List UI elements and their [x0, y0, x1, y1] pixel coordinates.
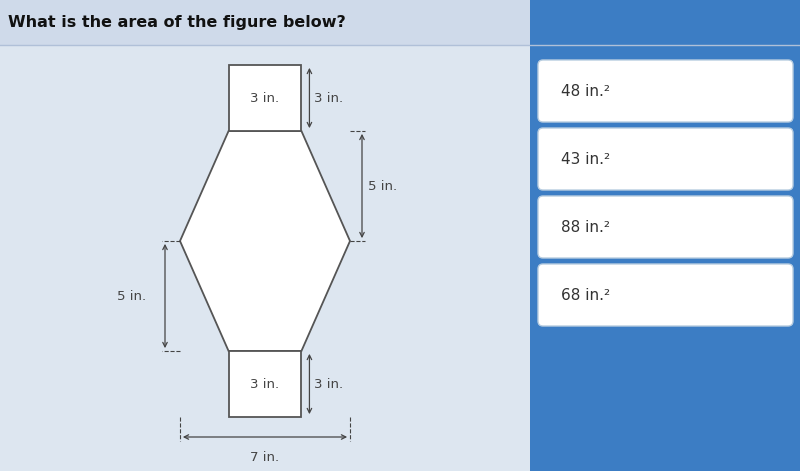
Text: 7 in.: 7 in.: [250, 451, 279, 464]
Bar: [0, 0, 800, 45]
Text: 68 in.²: 68 in.²: [561, 287, 610, 302]
Text: 48 in.²: 48 in.²: [561, 83, 610, 98]
Text: What is the area of the figure below?: What is the area of the figure below?: [8, 15, 346, 30]
Bar: [530, 0, 800, 471]
Text: 3 in.: 3 in.: [250, 377, 279, 390]
Text: 5 in.: 5 in.: [368, 179, 397, 193]
Text: 3 in.: 3 in.: [250, 91, 279, 105]
FancyBboxPatch shape: [538, 264, 793, 326]
FancyBboxPatch shape: [538, 196, 793, 258]
Polygon shape: [180, 131, 350, 351]
Text: 5 in.: 5 in.: [117, 290, 146, 302]
Text: 3 in.: 3 in.: [314, 377, 343, 390]
Bar: [229, 65, 302, 131]
FancyBboxPatch shape: [538, 128, 793, 190]
Bar: [229, 351, 302, 417]
Text: 88 in.²: 88 in.²: [561, 219, 610, 235]
Text: 3 in.: 3 in.: [314, 91, 343, 105]
FancyBboxPatch shape: [538, 60, 793, 122]
Text: 43 in.²: 43 in.²: [561, 152, 610, 167]
